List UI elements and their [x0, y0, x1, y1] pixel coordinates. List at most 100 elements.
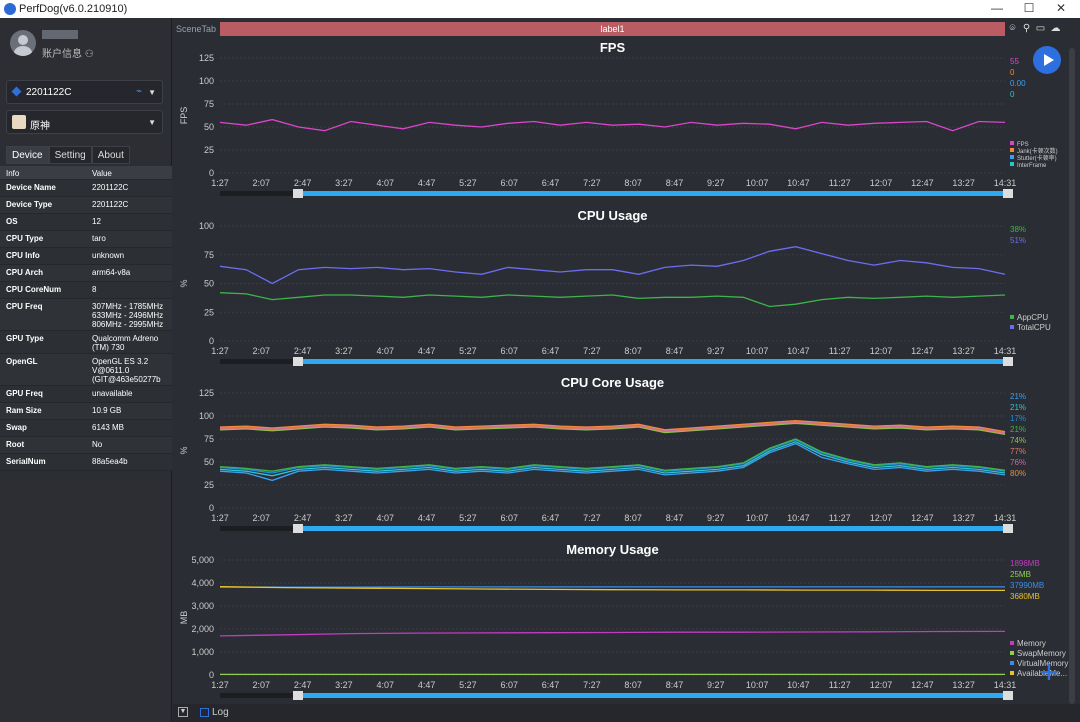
x-tick-label: 11:27 [829, 680, 851, 690]
legend-swatch [1010, 141, 1014, 145]
row-key: CPU Info [6, 251, 40, 260]
x-tick-label: 9:27 [707, 346, 725, 356]
x-tick-label: 2:47 [294, 513, 312, 523]
chevron-down-icon: ▼ [148, 118, 156, 127]
tab-about[interactable]: About [91, 146, 130, 164]
x-tick-label: 6:47 [542, 178, 560, 188]
x-tick-label: 12:07 [870, 513, 893, 523]
x-tick-label: 12:07 [870, 346, 893, 356]
app-select[interactable]: 原神 ▼ [6, 110, 163, 134]
row-key: Device Type [6, 200, 53, 209]
wifi-icon[interactable]: ⌁ [135, 86, 142, 97]
time-scrollbar-range [303, 693, 1005, 698]
x-tick-label: 10:47 [787, 513, 810, 523]
x-tick-label: 2:47 [294, 680, 312, 690]
x-tick-label: 14:31 [994, 680, 1017, 690]
time-scrollbar-handle-right [1003, 524, 1013, 533]
account-info-link[interactable]: 账户信息 ⚇ [42, 49, 94, 60]
log-checkbox[interactable] [200, 708, 209, 717]
series-line-memory [219, 630, 1006, 637]
table-row: Root No [0, 437, 172, 454]
x-tick-label: 8:47 [666, 680, 684, 690]
time-scrollbar-handle-right [1003, 691, 1013, 700]
series-value-6: 76% [1010, 458, 1026, 467]
time-scrollbar-handle-left [293, 691, 303, 700]
x-tick-label: 4:07 [376, 178, 394, 188]
label-bar[interactable]: label1 [220, 22, 1005, 36]
maximize-button[interactable]: ☐ [1023, 1, 1035, 15]
minimize-button[interactable]: — [991, 1, 1003, 15]
x-tick-label: 2:47 [294, 346, 312, 356]
series-value-1: 21% [1010, 403, 1026, 412]
x-tick-label: 14:31 [994, 346, 1017, 356]
sidebar-tabs: Device Setting About [6, 146, 130, 164]
x-tick-label: 4:07 [376, 680, 394, 690]
play-button[interactable] [1033, 46, 1061, 74]
row-key: CPU Freq [6, 302, 43, 311]
table-row: CPU Info unknown [0, 248, 172, 265]
x-tick-label: 1:27 [211, 680, 229, 690]
x-tick-label: 2:07 [253, 513, 271, 523]
row-value: 10.9 GB [92, 406, 122, 415]
row-value: 88a5ea4b [92, 457, 128, 466]
app-select-value: 原神 [30, 121, 50, 132]
legend-label: VirtualMemory [1017, 659, 1068, 668]
series-line-appcpu [219, 292, 1006, 308]
table-header: Info Value [0, 166, 172, 180]
y-tick-label: 100 [199, 76, 214, 86]
sidebar: 账户信息 ⚇ 2201122C ⌁ ▼ 原神 ▼ Device Setting Ab… [0, 18, 172, 722]
row-key: OS [6, 217, 18, 226]
vertical-scrollbar[interactable] [1069, 48, 1075, 704]
series-value-1: 0 [1010, 68, 1015, 77]
x-tick-label: 1:27 [211, 513, 229, 523]
title-bar: PerfDog(v6.0.210910) — ☐ ✕ [0, 0, 1080, 18]
y-tick-label: 3,000 [191, 601, 214, 611]
cloud-icon[interactable]: ☁ [1050, 23, 1061, 34]
pin-icon[interactable]: ⚲ [1022, 23, 1031, 34]
legend-label: SwapMemory [1017, 649, 1066, 658]
collapse-icon[interactable]: ▼ [178, 707, 188, 717]
device-icon [11, 86, 22, 97]
x-tick-label: 8:47 [666, 346, 684, 356]
legend-label: Jank(卡顿次数) [1017, 147, 1058, 155]
avatar[interactable] [10, 30, 36, 56]
legend-label: Memory [1017, 639, 1046, 648]
x-tick-label: 12:47 [911, 178, 934, 188]
x-tick-label: 8:07 [624, 680, 642, 690]
legend-swatch [1010, 155, 1014, 159]
x-tick-label: 5:27 [459, 346, 477, 356]
x-tick-label: 6:07 [500, 513, 518, 523]
row-key: CPU Arch [6, 268, 44, 277]
legend-label: Stutter(卡顿率) [1017, 154, 1057, 162]
table-row: CPU Arch arm64-v8a [0, 265, 172, 282]
table-row: GPU Freq unavailable [0, 386, 172, 403]
table-row: CPU Type taro [0, 231, 172, 248]
folder-icon[interactable]: ▭ [1035, 23, 1046, 34]
series-line-totalcpu [219, 246, 1006, 285]
x-tick-label: 6:07 [500, 178, 518, 188]
x-tick-label: 9:27 [707, 513, 725, 523]
x-tick-label: 2:07 [253, 346, 271, 356]
legend-swatch [1010, 325, 1014, 329]
time-scrollbar-handle-left [293, 357, 303, 366]
row-key: CPU Type [6, 234, 44, 243]
row-value: No [92, 440, 103, 449]
row-value: arm64-v8a [92, 268, 131, 277]
x-tick-label: 7:27 [583, 178, 601, 188]
x-tick-label: 4:47 [418, 178, 436, 188]
y-axis-label: % [179, 446, 189, 454]
tab-device[interactable]: Device [6, 146, 49, 164]
close-button[interactable]: ✕ [1055, 1, 1067, 15]
scene-tab[interactable]: SceneTab [175, 24, 217, 34]
x-tick-label: 6:47 [542, 680, 560, 690]
series-value-3: 3680MB [1010, 592, 1040, 601]
add-chart-button[interactable]: + [1039, 654, 1059, 690]
device-select[interactable]: 2201122C ⌁ ▼ [6, 80, 163, 104]
tab-setting[interactable]: Setting [48, 146, 92, 164]
x-tick-label: 11:27 [829, 346, 851, 356]
row-key: Root [6, 440, 25, 449]
x-tick-label: 4:47 [418, 680, 436, 690]
series-value-2: 17% [1010, 414, 1026, 423]
location-icon[interactable]: ⌾ [1009, 23, 1016, 34]
series-value-3: 21% [1010, 425, 1026, 434]
